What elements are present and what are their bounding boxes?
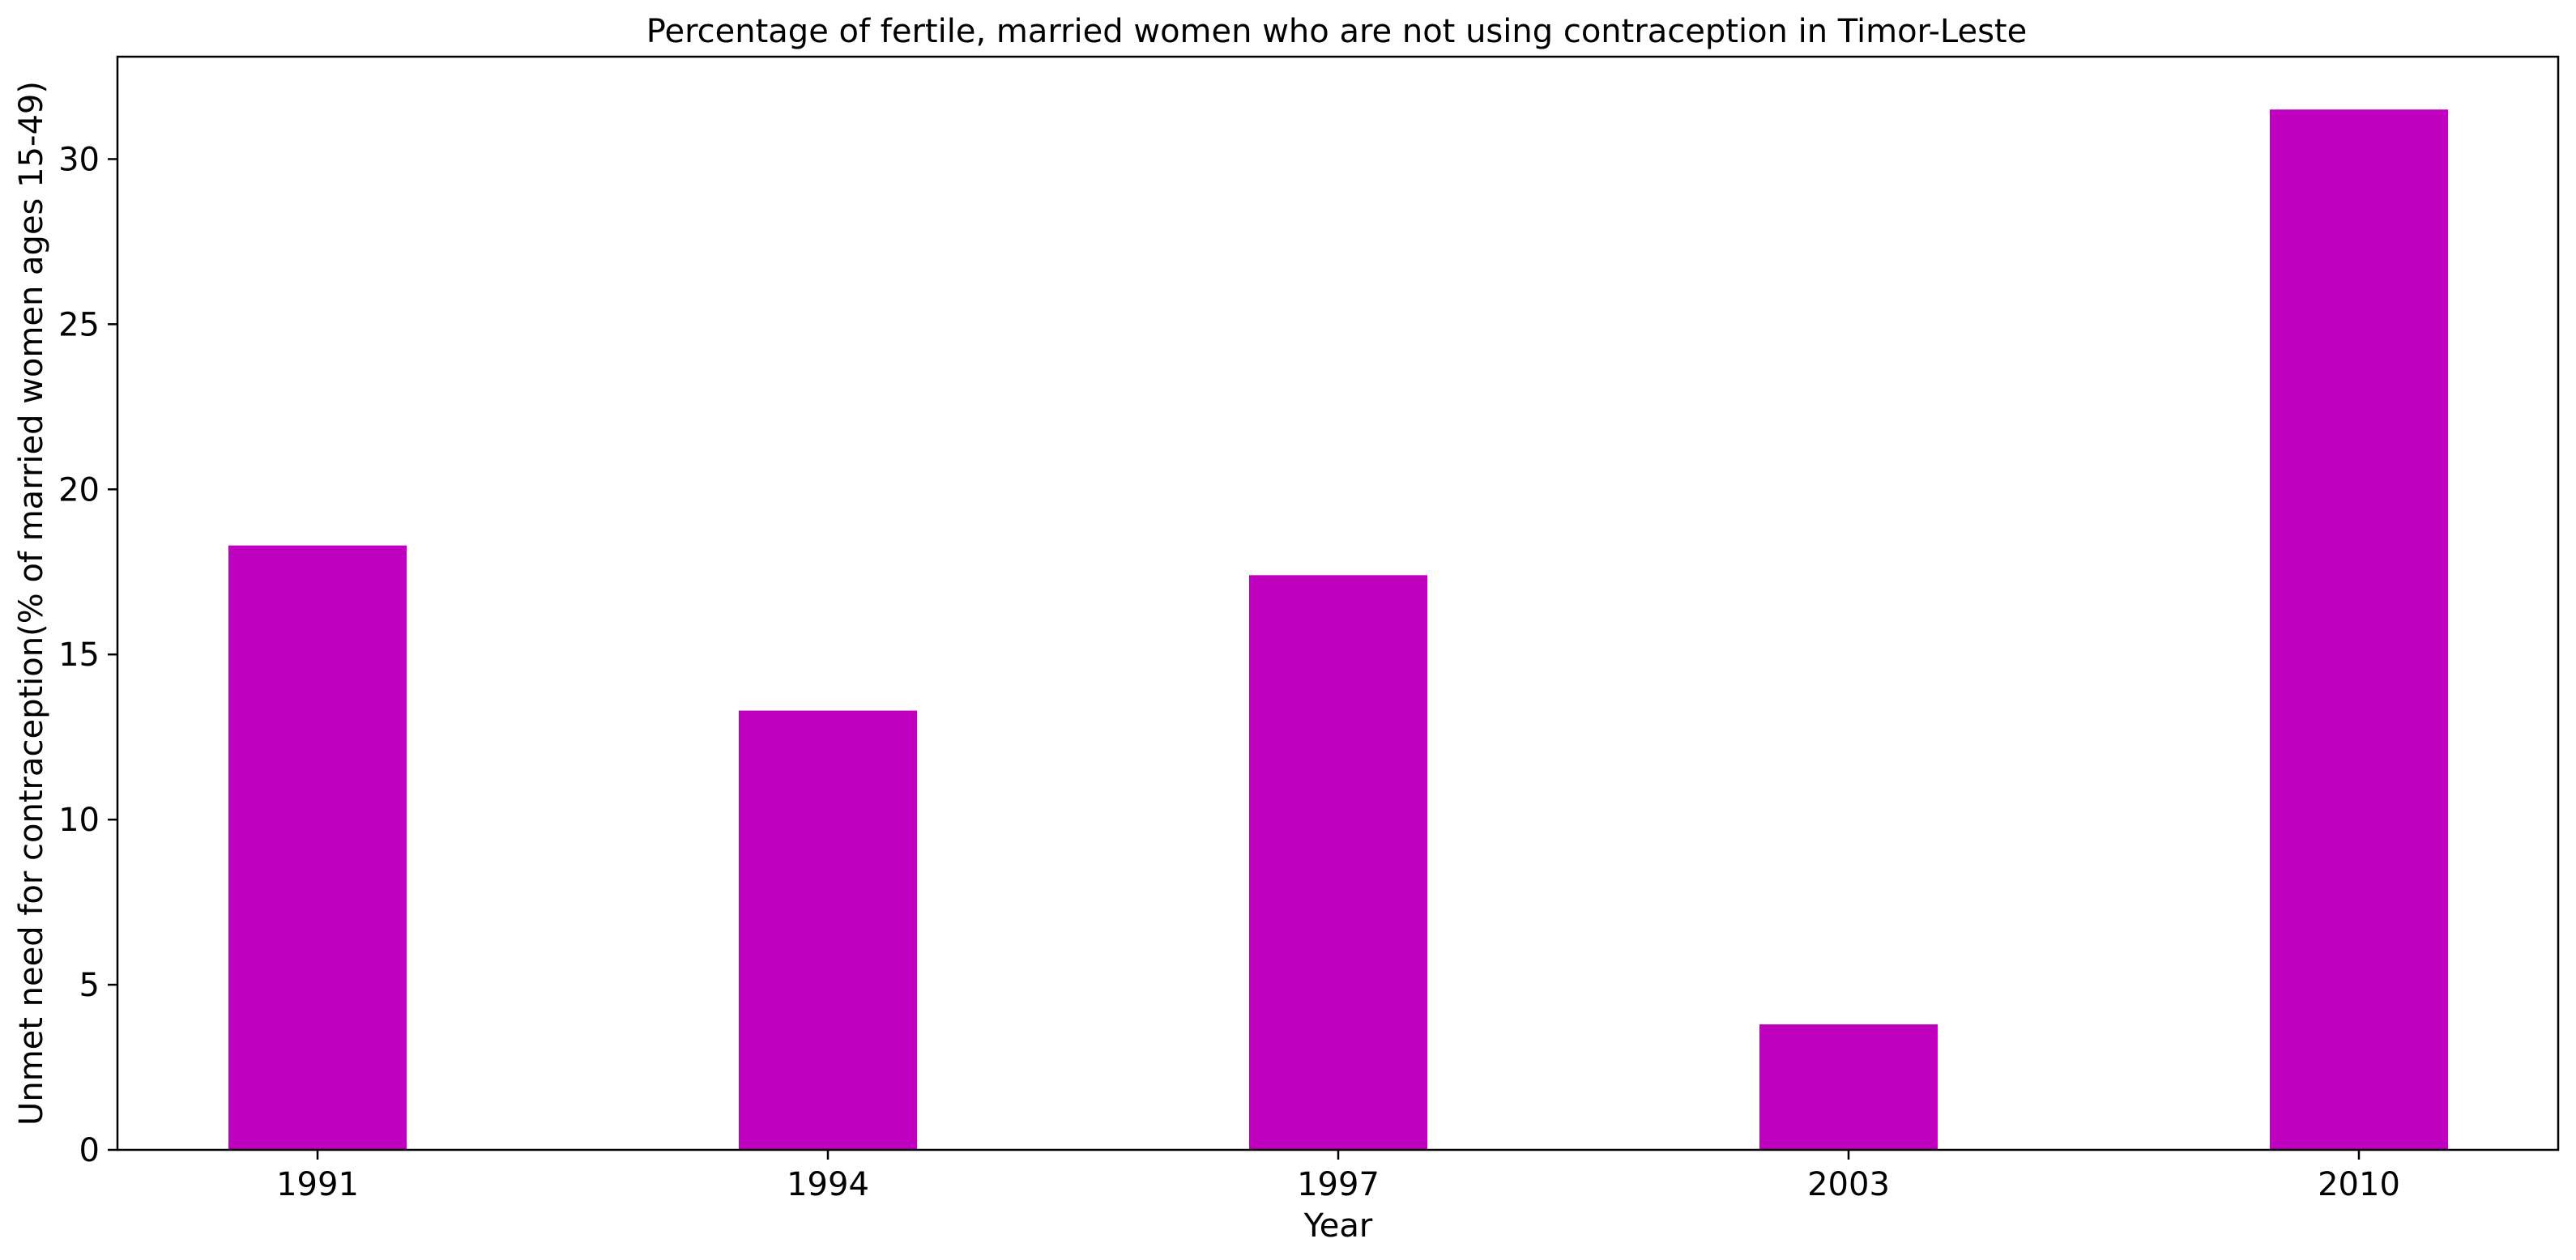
y-tick-label: 0 xyxy=(79,1132,100,1169)
y-tick-label: 25 xyxy=(58,306,100,343)
y-tick-label: 30 xyxy=(58,141,100,178)
y-axis: 0 5 10 15 20 25 30 xyxy=(58,141,117,1169)
x-axis: 1991 1994 1997 2003 2010 xyxy=(276,1150,2400,1203)
x-tick-label: 1997 xyxy=(1297,1166,1380,1203)
y-tick-label: 10 xyxy=(58,802,100,839)
x-tick-label: 2010 xyxy=(2318,1166,2400,1203)
bars-group xyxy=(228,109,2448,1150)
y-tick-label: 15 xyxy=(58,636,100,674)
x-tick-label: 1994 xyxy=(787,1166,869,1203)
bar-2003 xyxy=(1759,1024,1938,1150)
y-axis-label: Unmet need for contraception(% of marrie… xyxy=(13,81,50,1126)
y-tick-label: 5 xyxy=(79,967,100,1004)
x-tick-label: 1991 xyxy=(276,1166,359,1203)
y-tick-label: 20 xyxy=(58,471,100,509)
x-tick-label: 2003 xyxy=(1807,1166,1890,1203)
chart-title: Percentage of fertile, married women who… xyxy=(646,13,2027,50)
bar-1997 xyxy=(1249,575,1427,1150)
x-axis-label: Year xyxy=(1303,1207,1373,1245)
bar-1991 xyxy=(228,545,407,1150)
bar-2010 xyxy=(2270,109,2448,1150)
bar-1994 xyxy=(739,710,917,1150)
